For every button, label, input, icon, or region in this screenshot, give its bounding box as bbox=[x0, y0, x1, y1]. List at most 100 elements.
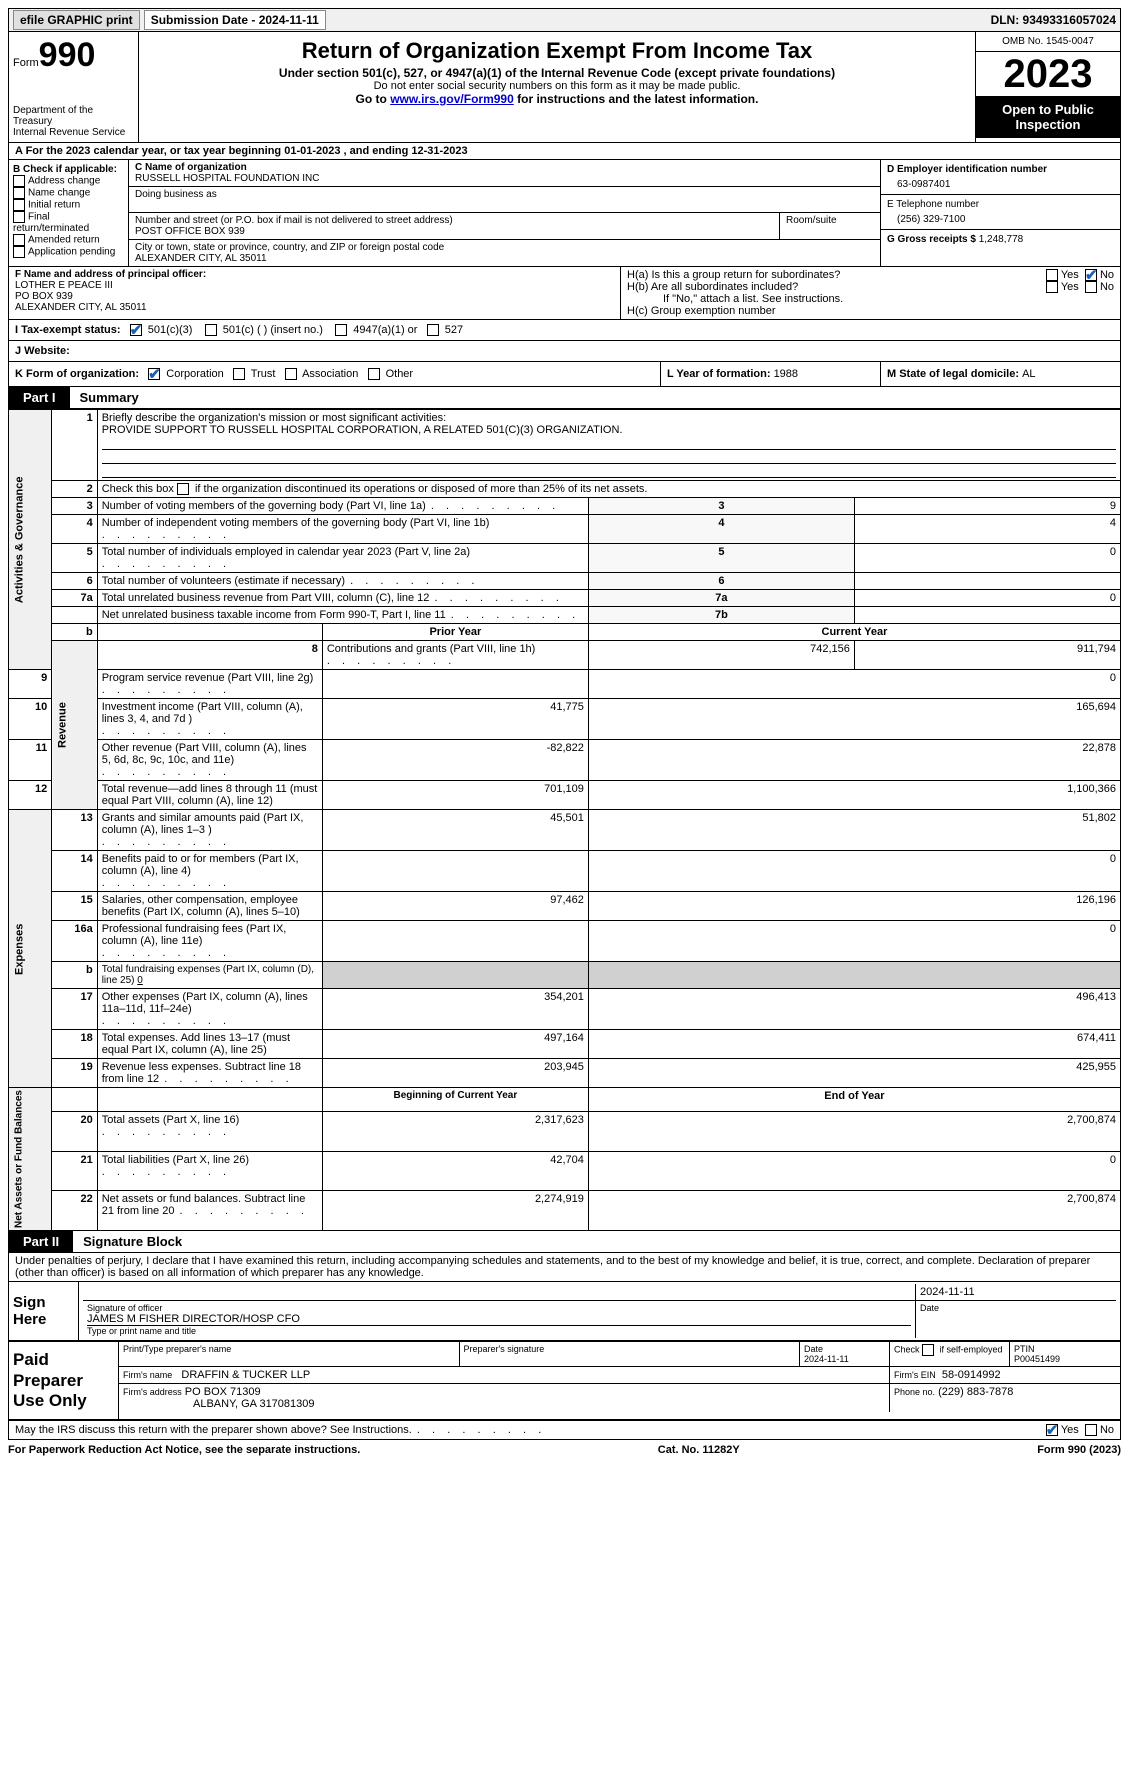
org-name-label: C Name of organization bbox=[135, 162, 874, 173]
room-suite-label: Room/suite bbox=[780, 213, 880, 239]
cb-discontinued[interactable] bbox=[177, 483, 189, 495]
form-subtitle-1: Under section 501(c), 527, or 4947(a)(1)… bbox=[147, 66, 967, 80]
cb-hb-no[interactable] bbox=[1085, 281, 1097, 293]
hdr-current-year: Current Year bbox=[588, 624, 1120, 641]
section-b-checkboxes: B Check if applicable: Address change Na… bbox=[9, 160, 129, 266]
dept-treasury: Department of the Treasury bbox=[13, 105, 134, 127]
firm-addr2: ALBANY, GA 317081309 bbox=[123, 1398, 315, 1410]
footer-right: Form 990 (2023) bbox=[1037, 1444, 1121, 1456]
cb-other[interactable] bbox=[368, 368, 380, 380]
cb-name-change[interactable] bbox=[13, 187, 25, 199]
cb-self-employed[interactable] bbox=[922, 1344, 934, 1356]
sign-here-label: Sign Here bbox=[9, 1282, 79, 1341]
instructions-link[interactable]: www.irs.gov/Form990 bbox=[390, 92, 514, 106]
cb-final-return[interactable] bbox=[13, 211, 25, 223]
cb-hb-yes[interactable] bbox=[1046, 281, 1058, 293]
officer-name: LOTHER E PEACE III bbox=[15, 280, 614, 291]
cb-initial-return[interactable] bbox=[13, 199, 25, 211]
form-org-block: K Form of organization: Corporation Trus… bbox=[8, 362, 1121, 387]
org-city: ALEXANDER CITY, AL 35011 bbox=[135, 253, 874, 264]
cb-trust[interactable] bbox=[233, 368, 245, 380]
type-name-label: Type or print name and title bbox=[87, 1325, 911, 1336]
org-address: POST OFFICE BOX 939 bbox=[135, 226, 773, 237]
officer-label: F Name and address of principal officer: bbox=[15, 269, 614, 280]
summary-table: Activities & Governance 1 Briefly descri… bbox=[8, 409, 1121, 1231]
part-1-header: Part I Summary bbox=[8, 387, 1121, 409]
officer-group-block: F Name and address of principal officer:… bbox=[8, 267, 1121, 320]
irs-label: Internal Revenue Service bbox=[13, 127, 134, 138]
h-c-label: H(c) Group exemption number bbox=[627, 305, 1114, 317]
vtab-expenses: Expenses bbox=[9, 810, 52, 1088]
cb-discuss-no[interactable] bbox=[1085, 1424, 1097, 1436]
org-info-block: B Check if applicable: Address change Na… bbox=[8, 160, 1121, 267]
website-line: J Website: bbox=[8, 341, 1121, 362]
ein-value: 63-0987401 bbox=[887, 175, 1114, 190]
org-name: RUSSELL HOSPITAL FOUNDATION INC bbox=[135, 173, 874, 184]
ptin-value: P00451499 bbox=[1014, 1354, 1060, 1364]
submission-date: Submission Date - 2024-11-11 bbox=[144, 10, 326, 30]
firm-phone: (229) 883-7878 bbox=[938, 1386, 1013, 1398]
prep-date: 2024-11-11 bbox=[804, 1354, 849, 1364]
hdr-begin-year: Beginning of Current Year bbox=[322, 1088, 588, 1111]
officer-addr1: PO BOX 939 bbox=[15, 291, 614, 302]
hdr-prior-year: Prior Year bbox=[322, 624, 588, 641]
line1-text: PROVIDE SUPPORT TO RUSSELL HOSPITAL CORP… bbox=[102, 424, 623, 436]
line2-text: Check this box if the organization disco… bbox=[97, 481, 1120, 498]
hdr-end-year: End of Year bbox=[588, 1088, 1120, 1111]
cb-application-pending[interactable] bbox=[13, 246, 25, 258]
section-a-tax-year: A For the 2023 calendar year, or tax yea… bbox=[8, 143, 1121, 160]
vtab-governance: Activities & Governance bbox=[9, 410, 52, 670]
officer-addr2: ALEXANDER CITY, AL 35011 bbox=[15, 302, 614, 313]
tax-exempt-status: I Tax-exempt status: 501(c)(3) 501(c) ( … bbox=[8, 320, 1121, 341]
ein-label: D Employer identification number bbox=[887, 164, 1114, 175]
page-footer: For Paperwork Reduction Act Notice, see … bbox=[8, 1440, 1121, 1456]
omb-number: OMB No. 1545-0047 bbox=[976, 32, 1120, 52]
paid-preparer-label: Paid Preparer Use Only bbox=[9, 1342, 119, 1420]
sig-officer-label: Signature of officer bbox=[87, 1303, 911, 1313]
cb-address-change[interactable] bbox=[13, 175, 25, 187]
phone-label: E Telephone number bbox=[887, 199, 1114, 210]
dba-label: Doing business as bbox=[135, 189, 874, 200]
vtab-net-assets: Net Assets or Fund Balances bbox=[9, 1088, 52, 1231]
firm-name: DRAFFIN & TUCKER LLP bbox=[181, 1369, 310, 1381]
prep-sig-label: Preparer's signature bbox=[460, 1342, 801, 1366]
open-public: Open to Public Inspection bbox=[976, 96, 1120, 138]
cb-527[interactable] bbox=[427, 324, 439, 336]
line1-label: Briefly describe the organization's miss… bbox=[102, 412, 446, 424]
signature-block: Sign Here 2024-11-11 Signature of office… bbox=[8, 1282, 1121, 1440]
firm-ein: 58-0914992 bbox=[942, 1369, 1001, 1381]
cb-ha-yes[interactable] bbox=[1046, 269, 1058, 281]
phone-value: (256) 329-7100 bbox=[887, 210, 1114, 225]
form-title: Return of Organization Exempt From Incom… bbox=[147, 38, 967, 64]
gross-receipts: G Gross receipts $ 1,248,778 bbox=[881, 230, 1120, 249]
cb-4947[interactable] bbox=[335, 324, 347, 336]
dln: DLN: 93493316057024 bbox=[991, 13, 1116, 27]
year-formation: L Year of formation: 1988 bbox=[660, 362, 880, 386]
self-employed: Check if self-employed bbox=[890, 1342, 1010, 1366]
cb-association[interactable] bbox=[285, 368, 297, 380]
state-domicile: M State of legal domicile: AL bbox=[880, 362, 1120, 386]
cb-corporation[interactable] bbox=[148, 368, 160, 380]
form-number: Form990 bbox=[13, 36, 134, 75]
sig-date: 2024-11-11 bbox=[916, 1284, 1116, 1301]
form-header: Form990 Department of the Treasury Inter… bbox=[8, 32, 1121, 143]
form-subtitle-2: Do not enter social security numbers on … bbox=[147, 80, 967, 92]
vtab-revenue: Revenue bbox=[52, 641, 97, 810]
top-bar: efile GRAPHIC print Submission Date - 20… bbox=[8, 8, 1121, 32]
tax-year: 2023 bbox=[976, 52, 1120, 96]
h-a-label: H(a) Is this a group return for subordin… bbox=[627, 269, 1046, 281]
cb-ha-no[interactable] bbox=[1085, 269, 1097, 281]
footer-mid: Cat. No. 11282Y bbox=[658, 1444, 740, 1456]
officer-signature: JAMES M FISHER DIRECTOR/HOSP CFO bbox=[87, 1313, 911, 1325]
addr-label: Number and street (or P.O. box if mail i… bbox=[135, 215, 773, 226]
part-2-header: Part II Signature Block bbox=[8, 1231, 1121, 1253]
h-b-label: H(b) Are all subordinates included? bbox=[627, 281, 1046, 293]
date-label: Date bbox=[916, 1301, 1116, 1338]
h-b-note: If "No," attach a list. See instructions… bbox=[627, 293, 1114, 305]
efile-print-button[interactable]: efile GRAPHIC print bbox=[13, 10, 140, 30]
perjury-statement: Under penalties of perjury, I declare th… bbox=[8, 1253, 1121, 1282]
cb-discuss-yes[interactable] bbox=[1046, 1424, 1058, 1436]
cb-amended-return[interactable] bbox=[13, 234, 25, 246]
cb-501c3[interactable] bbox=[130, 324, 142, 336]
cb-501c[interactable] bbox=[205, 324, 217, 336]
